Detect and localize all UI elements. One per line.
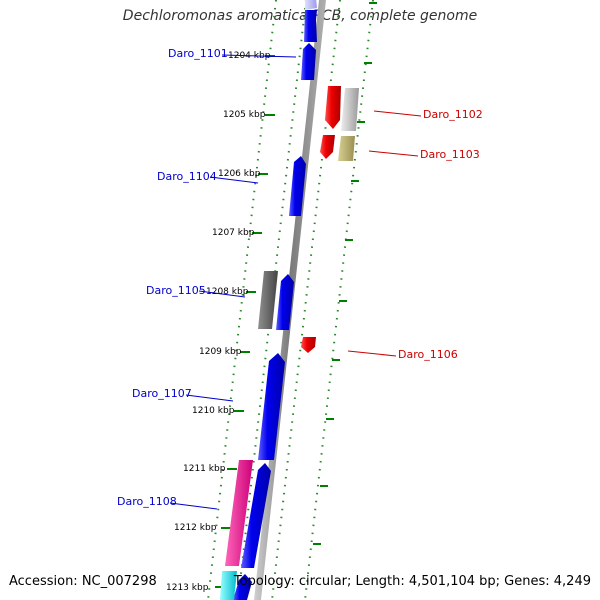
gene-label-daro-1105[interactable]: Daro_1105 [146, 284, 206, 297]
accession-text: Accession: NC_007298 [9, 574, 157, 589]
genome-summary-text: Topology: circular; Length: 4,501,104 bp… [233, 574, 591, 589]
gene-daro-1101[interactable] [301, 43, 316, 80]
gene-label-daro-1101[interactable]: Daro_1101 [168, 47, 228, 60]
leader-line [209, 176, 259, 184]
gene-daro-1106[interactable] [301, 337, 316, 353]
gene-daro-1107[interactable] [258, 353, 285, 460]
gene-label-daro-1107[interactable]: Daro_1107 [132, 387, 192, 400]
scale-label: 1211 kbp [183, 464, 226, 474]
scale-label: 1207 kbp [212, 228, 255, 238]
gene-daro-1104[interactable] [289, 156, 306, 216]
gene-forward[interactable] [305, 0, 317, 10]
gene-forward[interactable] [304, 10, 317, 42]
leader-line [185, 394, 234, 402]
gene-daro-1105[interactable] [258, 271, 278, 329]
gene-label-daro-1103[interactable]: Daro_1103 [420, 148, 480, 161]
gene-daro-1108[interactable] [225, 460, 253, 566]
map-title: Dechloromonas aromatica RCB, complete ge… [122, 8, 478, 24]
scale-label: 1213 kbp [166, 583, 209, 593]
gene-daro-1105[interactable] [276, 274, 294, 330]
leader-line [221, 54, 297, 58]
scale-label: 1208 kbp [206, 287, 249, 297]
leader-line [347, 350, 397, 357]
gene-forward[interactable] [233, 574, 252, 600]
scale-label: 1209 kbp [199, 347, 242, 357]
gene-daro-1102[interactable] [341, 88, 359, 131]
leader-line [198, 290, 246, 298]
scale-label: 1205 kbp [223, 110, 266, 120]
gene-forward[interactable] [241, 463, 271, 568]
gene-daro-1102[interactable] [325, 86, 341, 129]
gene-forward[interactable] [220, 571, 237, 600]
gene-label-daro-1108[interactable]: Daro_1108 [117, 495, 177, 508]
leader-line [368, 150, 419, 157]
gene-label-daro-1104[interactable]: Daro_1104 [157, 170, 217, 183]
scale-label: 1206 kbp [218, 169, 261, 179]
label-leaders [169, 54, 422, 510]
leader-line [169, 502, 218, 510]
gene-label-daro-1106[interactable]: Daro_1106 [398, 348, 458, 361]
scale-label: 1210 kbp [192, 406, 235, 416]
gene-label-daro-1102[interactable]: Daro_1102 [423, 108, 483, 121]
gene-daro-1103[interactable] [338, 136, 355, 161]
leader-line [373, 110, 422, 117]
scale-label: 1212 kbp [174, 523, 217, 533]
gene-daro-1103[interactable] [320, 135, 335, 159]
